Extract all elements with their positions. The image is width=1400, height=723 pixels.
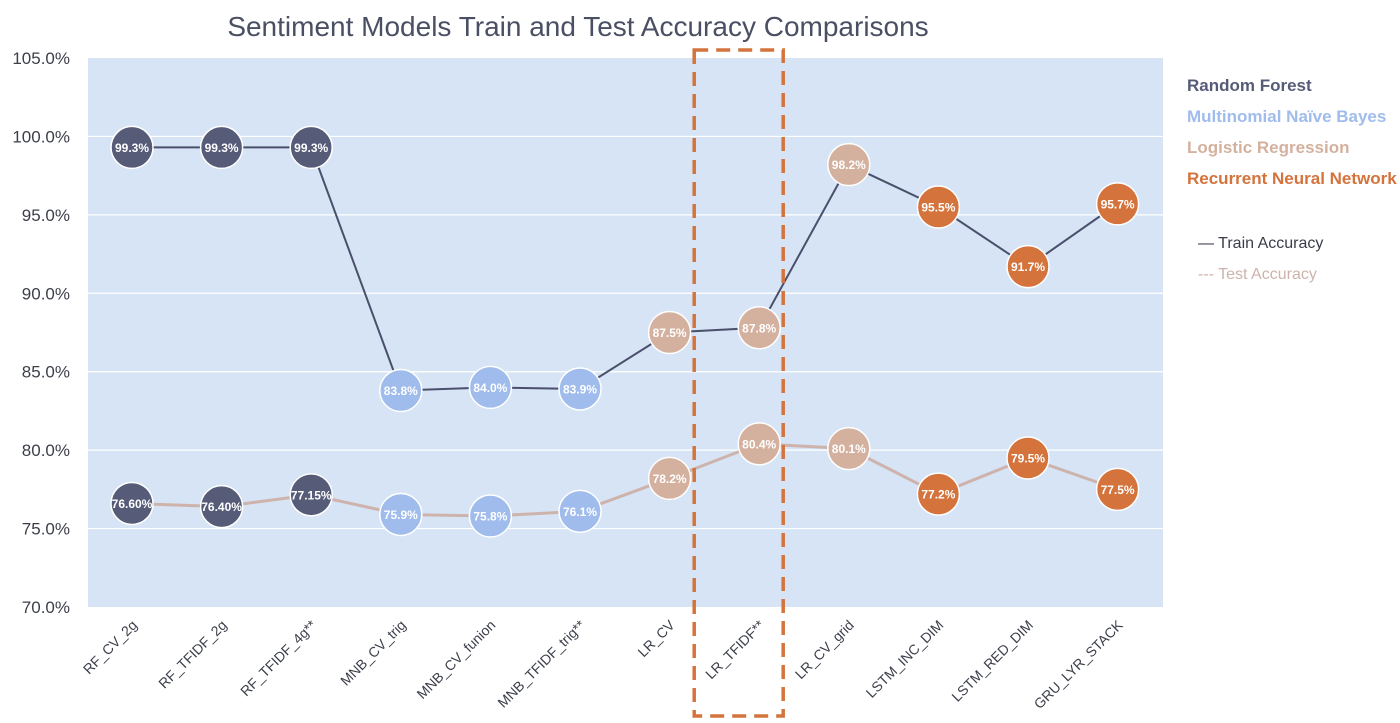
data-point-test xyxy=(468,494,513,538)
data-point-train xyxy=(1006,244,1050,289)
highlight-box-outline xyxy=(692,48,785,718)
x-tick-label: LSTM_INC_DIM xyxy=(863,617,947,701)
legend-model-group: Recurrent Neural Network xyxy=(1187,169,1397,188)
data-label: 77.15% xyxy=(291,488,332,502)
data-point-train xyxy=(468,365,513,410)
grid-lines xyxy=(88,135,1163,530)
data-point-train xyxy=(827,142,871,187)
x-tick-label: MNB_CV_trig xyxy=(337,617,409,689)
data-point-test xyxy=(916,472,961,516)
y-tick-label: 105.0% xyxy=(12,49,70,68)
data-point-train xyxy=(289,125,333,170)
data-label: 75.8% xyxy=(473,510,507,524)
data-point-train xyxy=(558,367,602,411)
data-point-test xyxy=(827,426,871,471)
y-tick-label: 75.0% xyxy=(22,520,70,539)
data-label: 87.8% xyxy=(742,321,776,335)
legend-series-train: — Train Accuracy xyxy=(1198,235,1323,252)
data-label: 83.8% xyxy=(384,384,418,398)
data-point-test xyxy=(289,473,333,517)
data-label: 76.1% xyxy=(563,505,597,519)
data-point-train xyxy=(379,368,423,413)
data-label: 95.7% xyxy=(1101,197,1135,211)
highlight-box xyxy=(692,48,785,718)
data-point-train xyxy=(1095,182,1140,226)
plot-background xyxy=(88,58,1163,607)
y-axis: 70.0% 75.0% 80.0% 85.0% 90.0% 95.0% 100.0% 105.… xyxy=(12,49,70,617)
legend: Random Forest Multinomial Naïve Bayes Logi… xyxy=(1187,76,1397,283)
data-label: 76.60% xyxy=(112,497,153,511)
data-label: 95.5% xyxy=(921,201,955,215)
y-tick-label: 80.0% xyxy=(22,441,70,460)
data-point-test xyxy=(1095,467,1140,512)
data-label: 98.2% xyxy=(832,158,866,172)
chart-title: Sentiment Models Train and Test Accuracy… xyxy=(227,11,928,42)
legend-model-group: Multinomial Naïve Bayes xyxy=(1187,107,1386,126)
x-tick-label: LR_CV_grid xyxy=(792,617,857,682)
x-tick-label: RF_TFIDF_2g xyxy=(155,617,230,692)
data-point-test xyxy=(110,481,154,526)
y-tick-label: 70.0% xyxy=(22,598,70,617)
x-axis: RF_CV_2g RF_TFIDF_2g RF_TFIDF_4g** MNB_CV_t… xyxy=(80,616,1126,712)
data-points: 99.3% 99.3% 99.3% 83.8% 84.0% 83.9% 87.5% 87.8%… xyxy=(110,125,1140,538)
data-point-test xyxy=(737,422,781,466)
data-label: 91.7% xyxy=(1011,260,1045,274)
data-label: 75.9% xyxy=(384,508,418,522)
data-point-train xyxy=(647,310,692,355)
x-tick-label: GRU_LYR_STACK xyxy=(1031,616,1127,712)
legend-series-test: --- Test Accuracy xyxy=(1198,266,1317,283)
data-point-test xyxy=(1006,436,1050,480)
y-tick-label: 100.0% xyxy=(12,127,70,146)
plot-area xyxy=(88,58,1163,607)
data-point-test xyxy=(379,492,423,537)
data-label: 99.3% xyxy=(115,141,149,155)
data-label: 84.0% xyxy=(473,381,507,395)
x-tick-label: LR_TFIDF** xyxy=(702,616,768,682)
y-tick-label: 90.0% xyxy=(22,284,70,303)
data-label: 80.1% xyxy=(832,442,866,456)
data-label: 79.5% xyxy=(1011,451,1045,465)
data-label: 83.9% xyxy=(563,382,597,396)
x-tick-label: RF_TFIDF_4g** xyxy=(237,616,320,699)
data-point-test xyxy=(199,484,244,529)
y-tick-label: 85.0% xyxy=(22,363,70,382)
data-point-train xyxy=(737,306,781,350)
data-point-test xyxy=(558,489,602,534)
data-point-test xyxy=(647,456,692,501)
data-point-train xyxy=(916,185,961,229)
data-label: 77.2% xyxy=(921,488,955,502)
legend-model-group: Random Forest xyxy=(1187,76,1312,95)
data-point-train xyxy=(199,125,244,170)
data-label: 78.2% xyxy=(653,472,687,486)
y-tick-label: 95.0% xyxy=(22,206,70,225)
data-label: 76.40% xyxy=(201,500,242,514)
x-tick-label: RF_CV_2g xyxy=(80,617,140,677)
data-label: 80.4% xyxy=(742,437,776,451)
legend-model-group: Logistic Regression xyxy=(1187,138,1349,157)
data-label: 99.3% xyxy=(205,141,239,155)
x-tick-label: LSTM_RED_DIM xyxy=(948,617,1036,705)
data-label: 87.5% xyxy=(653,326,687,340)
data-label: 77.5% xyxy=(1101,483,1135,497)
data-point-train xyxy=(110,125,154,170)
x-tick-label: MNB_TFIDF_trig** xyxy=(494,616,588,710)
x-tick-label: MNB_CV_funion xyxy=(413,617,498,702)
x-tick-label: LR_CV xyxy=(634,616,678,660)
data-label: 99.3% xyxy=(294,141,328,155)
